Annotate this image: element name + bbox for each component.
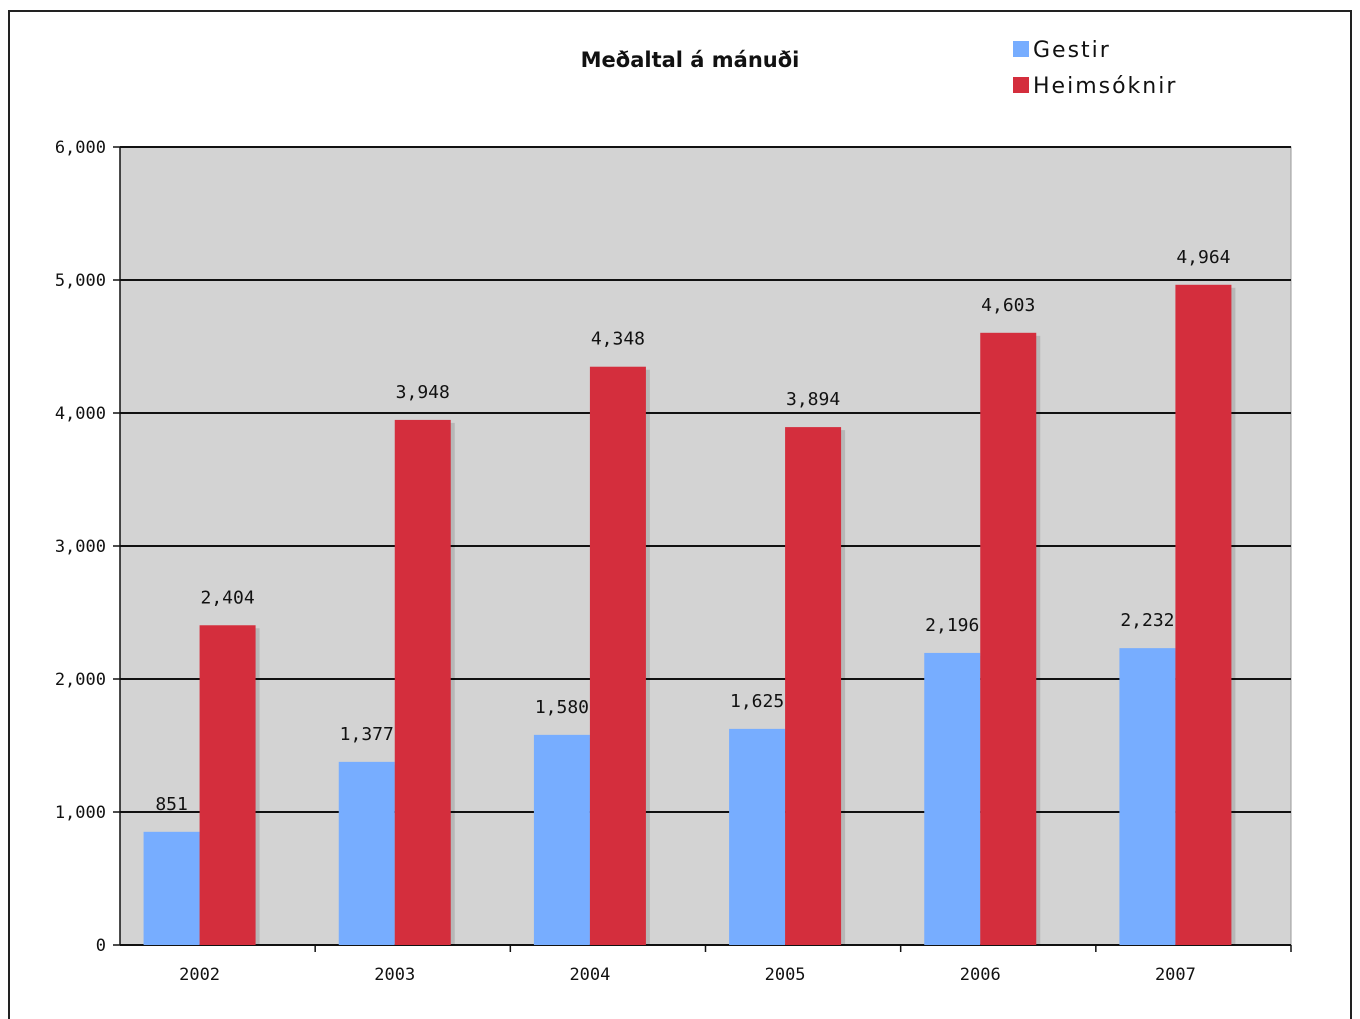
bar-gestir-2004 <box>533 734 590 945</box>
data-label-heims-knir-2003: 3,948 <box>396 382 450 403</box>
x-tick-label: 2002 <box>179 965 220 985</box>
x-tick-label: 2006 <box>960 965 1001 985</box>
data-label-heims-knir-2007: 4,964 <box>1176 247 1230 268</box>
bar-heims-knir-2007 <box>1175 284 1232 946</box>
y-tick-label: 0 <box>96 936 106 956</box>
bar-gestir-2002 <box>143 831 200 945</box>
y-tick-label: 1,000 <box>55 803 106 823</box>
data-label-gestir-2002: 851 <box>155 794 188 815</box>
y-tick-label: 2,000 <box>55 670 106 690</box>
y-tick-label: 5,000 <box>55 271 106 291</box>
bar-heims-knir-2005 <box>785 427 842 945</box>
bar-heims-knir-2004 <box>589 366 646 945</box>
y-tick-label: 4,000 <box>55 404 106 424</box>
x-tick-label: 2003 <box>374 965 415 985</box>
bar-gestir-2007 <box>1119 648 1176 945</box>
plot-area: 0 1,000 2,000 3,000 4,000 5,000 6,000 851 2,404 2… <box>55 138 1292 985</box>
data-label-heims-knir-2005: 3,894 <box>786 389 840 410</box>
data-label-heims-knir-2006: 4,603 <box>981 295 1035 316</box>
y-tick-label: 3,000 <box>55 537 106 557</box>
x-tick-label: 2007 <box>1155 965 1196 985</box>
data-label-gestir-2004: 1,580 <box>535 697 589 718</box>
data-label-heims-knir-2004: 4,348 <box>591 329 645 350</box>
bar-gestir-2003 <box>338 761 395 945</box>
bar-heims-knir-2003 <box>394 419 451 945</box>
data-label-gestir-2005: 1,625 <box>730 691 784 712</box>
data-label-gestir-2006: 2,196 <box>925 615 979 636</box>
x-tick-label: 2005 <box>765 965 806 985</box>
bar-gestir-2006 <box>924 652 981 945</box>
legend-label-gestir: Gestir <box>1033 38 1111 63</box>
legend: Gestir Heimsóknir <box>1013 38 1177 99</box>
data-label-heims-knir-2002: 2,404 <box>200 587 254 608</box>
bar-heims-knir-2006 <box>980 332 1037 945</box>
y-tick-label: 6,000 <box>55 138 106 158</box>
chart-title: Meðaltal á mánuði <box>581 48 800 72</box>
bar-heims-knir-2002 <box>199 625 256 945</box>
legend-swatch-gestir <box>1013 41 1029 57</box>
legend-label-heimsoknir: Heimsóknir <box>1033 74 1177 99</box>
x-tick-label: 2004 <box>569 965 610 985</box>
bar-gestir-2005 <box>729 728 786 945</box>
legend-swatch-heimsoknir <box>1013 77 1029 93</box>
data-label-gestir-2003: 1,377 <box>340 724 394 745</box>
data-label-gestir-2007: 2,232 <box>1120 610 1174 631</box>
